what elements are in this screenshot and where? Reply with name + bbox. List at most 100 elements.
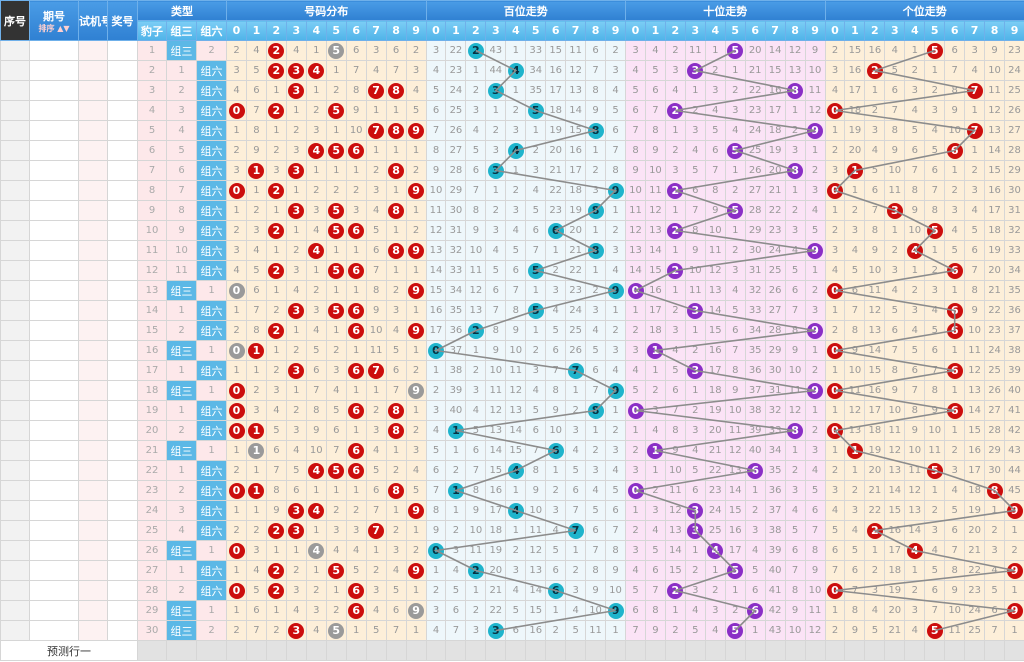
prediction-cell[interactable]	[195, 640, 228, 661]
units-cell: 11	[964, 340, 986, 361]
distribution-cell: 7	[365, 260, 387, 281]
units-cell: 1	[844, 160, 866, 181]
row-index	[0, 580, 30, 601]
hundreds-cell: 6	[545, 340, 567, 361]
units-cell: 2	[924, 260, 946, 281]
prediction-cell[interactable]	[137, 640, 167, 661]
prediction-cell[interactable]	[505, 640, 527, 661]
prediction-cell[interactable]	[964, 640, 986, 661]
units-ball: 6	[946, 362, 963, 379]
prediction-cell[interactable]	[485, 640, 507, 661]
prediction-cell[interactable]	[824, 640, 846, 661]
row-test-number	[78, 100, 108, 121]
hundreds-cell: 1	[525, 320, 547, 341]
prediction-cell[interactable]	[445, 640, 467, 661]
hundreds-cell: 3	[445, 540, 467, 561]
hundreds-cell: 9	[605, 380, 627, 401]
type-omission: 1	[166, 560, 197, 581]
distribution-cell: 1	[226, 120, 247, 141]
prediction-cell[interactable]	[245, 640, 267, 661]
prediction-cell[interactable]	[764, 640, 786, 661]
tens-cell: 15	[704, 320, 726, 341]
prediction-cell[interactable]	[644, 640, 666, 661]
tens-cell: 12	[804, 100, 826, 121]
prediction-cell[interactable]	[784, 640, 806, 661]
prediction-cell[interactable]	[525, 640, 547, 661]
row-index	[0, 540, 30, 561]
prediction-cell[interactable]	[305, 640, 327, 661]
prediction-cell[interactable]	[984, 640, 1006, 661]
distribution-cell: 3	[226, 60, 247, 81]
prediction-cell[interactable]	[605, 640, 627, 661]
distribution-ball: 3	[288, 622, 305, 639]
prediction-cell[interactable]	[585, 640, 607, 661]
prediction-cell[interactable]	[924, 640, 946, 661]
prediction-cell[interactable]	[345, 640, 367, 661]
prediction-cell[interactable]	[1004, 640, 1024, 661]
tens-cell: 9	[804, 380, 826, 401]
sort-button[interactable]: 排序 ▲▼	[38, 24, 70, 33]
prediction-cell[interactable]	[944, 640, 966, 661]
tens-cell: 3	[804, 440, 826, 461]
hundreds-cell: 2	[565, 560, 587, 581]
table-row: 30 组三 2 2 7 2 3 4 5 1 5 7 1 4 7 3 3 6 16 2 5 11 1 7 9 2 5 4 5 1 43 10 12…	[0, 620, 1024, 641]
hundreds-cell: 8	[585, 560, 607, 581]
prediction-cell[interactable]	[285, 640, 307, 661]
hundreds-cell: 6	[585, 40, 607, 61]
units-cell: 6	[944, 40, 966, 61]
hundreds-ball: 2	[467, 562, 484, 579]
row-test-number	[78, 220, 108, 241]
prediction-cell[interactable]	[884, 640, 906, 661]
hundreds-cell: 12	[485, 400, 507, 421]
prediction-cell[interactable]	[804, 640, 826, 661]
distribution-ball: 0	[228, 482, 245, 499]
tens-cell: 20	[764, 160, 786, 181]
prediction-cell[interactable]	[565, 640, 587, 661]
distribution-cell: 1	[245, 460, 267, 481]
prediction-cell[interactable]	[465, 640, 487, 661]
prediction-cell[interactable]	[864, 640, 886, 661]
distribution-ball: 5	[328, 302, 345, 319]
distribution-cell: 2	[405, 40, 427, 61]
prediction-cell[interactable]	[425, 640, 447, 661]
hundreds-cell: 5	[525, 260, 547, 281]
prediction-cell[interactable]	[625, 640, 646, 661]
prediction-cell[interactable]	[325, 640, 347, 661]
units-cell: 1	[944, 340, 966, 361]
prediction-cell[interactable]	[844, 640, 866, 661]
prediction-cell[interactable]	[704, 640, 726, 661]
hundreds-cell: 11	[425, 200, 447, 221]
prediction-cell[interactable]	[664, 640, 686, 661]
distribution-cell: 1	[345, 620, 367, 641]
hundreds-cell: 5	[465, 140, 487, 161]
header-issue[interactable]: 期号 排序 ▲▼	[29, 0, 79, 41]
prediction-cell[interactable]	[265, 640, 287, 661]
prediction-cell[interactable]	[226, 640, 247, 661]
prediction-cell[interactable]	[724, 640, 746, 661]
hundreds-cell: 4	[545, 300, 567, 321]
type-label-2: 组六	[195, 400, 228, 421]
prediction-cell[interactable]	[545, 640, 567, 661]
header-distribution-digit-9: 9	[405, 20, 427, 41]
prediction-cell[interactable]	[166, 640, 197, 661]
distribution-cell: 6	[285, 480, 307, 501]
tens-cell: 3	[684, 360, 706, 381]
tens-cell: 15	[724, 500, 746, 521]
prediction-cell[interactable]	[684, 640, 706, 661]
units-cell: 8	[924, 380, 946, 401]
header-distribution-digit-0: 0	[226, 20, 247, 41]
prediction-cell[interactable]	[744, 640, 766, 661]
prediction-cell[interactable]	[365, 640, 387, 661]
hundreds-cell: 3	[545, 500, 567, 521]
tens-cell: 5	[625, 380, 646, 401]
distribution-cell: 2	[245, 520, 267, 541]
hundreds-cell: 12	[565, 60, 587, 81]
prediction-cell[interactable]	[385, 640, 407, 661]
row-test-number	[78, 480, 108, 501]
prediction-cell[interactable]	[405, 640, 427, 661]
distribution-cell: 5	[245, 580, 267, 601]
hundreds-cell: 9	[585, 100, 607, 121]
row-draw-number	[107, 100, 138, 121]
prediction-cell[interactable]	[904, 640, 926, 661]
type-omission: 2	[166, 420, 197, 441]
